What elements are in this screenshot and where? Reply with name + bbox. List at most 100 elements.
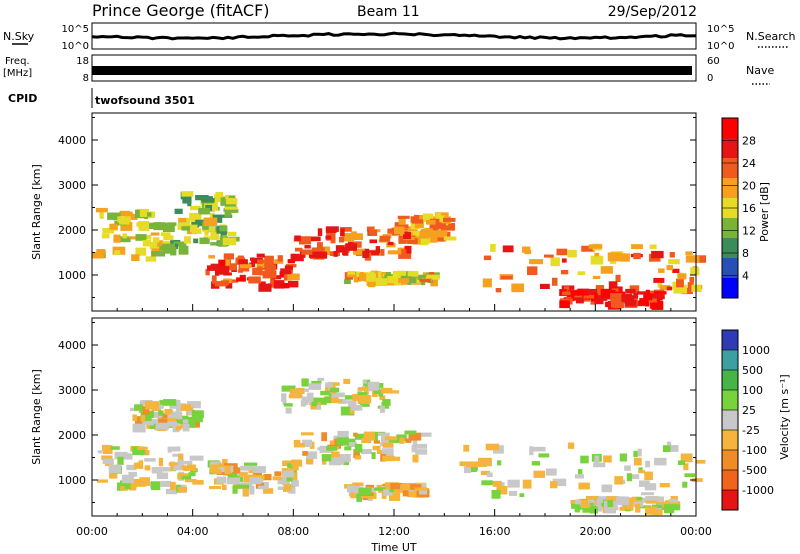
data-cell bbox=[330, 236, 336, 244]
data-cell bbox=[293, 439, 301, 445]
data-cell bbox=[577, 271, 586, 276]
data-cell bbox=[264, 264, 276, 272]
data-cell bbox=[336, 437, 349, 446]
x-tick-label: 16:00 bbox=[479, 525, 511, 538]
data-cell bbox=[346, 485, 355, 493]
data-cell bbox=[434, 212, 449, 217]
data-cell bbox=[358, 387, 369, 391]
data-cell bbox=[417, 274, 426, 280]
data-cell bbox=[300, 399, 307, 407]
data-cell bbox=[373, 440, 380, 444]
data-cell bbox=[358, 487, 372, 496]
data-cell bbox=[186, 401, 201, 409]
data-cell bbox=[575, 296, 584, 304]
data-cell bbox=[201, 198, 215, 203]
data-cell bbox=[306, 451, 318, 460]
data-cell bbox=[224, 203, 237, 210]
data-cell bbox=[437, 230, 448, 234]
data-cell bbox=[593, 462, 606, 468]
data-cell bbox=[102, 227, 115, 234]
data-cell bbox=[651, 506, 663, 516]
data-cell bbox=[619, 453, 627, 462]
data-cell bbox=[182, 419, 189, 424]
data-cell bbox=[385, 271, 392, 277]
data-cell bbox=[624, 465, 631, 471]
data-cell bbox=[152, 237, 160, 243]
data-cell bbox=[409, 278, 417, 282]
data-cell bbox=[681, 287, 693, 295]
data-cell bbox=[244, 462, 258, 466]
data-cell bbox=[592, 275, 601, 280]
colorbar-tick-label: 100 bbox=[742, 384, 763, 397]
x-tick-label: 12:00 bbox=[378, 525, 410, 538]
data-cell bbox=[490, 244, 496, 252]
data-cell bbox=[578, 482, 590, 490]
data-cell bbox=[596, 291, 602, 299]
data-cell bbox=[181, 191, 194, 197]
nsky-label: N.Sky bbox=[3, 30, 35, 43]
data-cell bbox=[420, 238, 429, 246]
data-cell bbox=[356, 493, 363, 502]
data-cell bbox=[229, 279, 239, 283]
data-cell bbox=[323, 396, 332, 404]
data-cell bbox=[175, 425, 182, 431]
data-cell bbox=[388, 439, 402, 444]
data-cell bbox=[181, 226, 194, 231]
data-cell bbox=[212, 214, 223, 223]
data-cell bbox=[177, 459, 184, 468]
data-cell bbox=[301, 378, 309, 387]
data-cell bbox=[149, 211, 156, 218]
data-cell bbox=[647, 298, 657, 303]
data-cell bbox=[160, 413, 168, 422]
colorbar-swatch bbox=[722, 350, 738, 371]
data-cell bbox=[281, 476, 290, 486]
data-cell bbox=[165, 423, 180, 427]
data-cell bbox=[119, 210, 130, 217]
data-cell bbox=[346, 442, 357, 448]
data-cell bbox=[550, 257, 560, 267]
data-cell bbox=[354, 455, 362, 460]
data-cell bbox=[496, 486, 508, 495]
data-cell bbox=[577, 469, 583, 475]
y-tick-label: 1000 bbox=[58, 269, 86, 282]
data-cell bbox=[147, 212, 152, 217]
data-cell bbox=[354, 433, 366, 440]
data-cell bbox=[122, 233, 128, 239]
data-cell bbox=[184, 479, 197, 483]
data-cell bbox=[183, 416, 195, 424]
data-cell bbox=[608, 281, 618, 290]
data-cell bbox=[369, 239, 378, 244]
data-cell bbox=[590, 255, 604, 265]
cpid-label: CPID bbox=[8, 92, 37, 105]
data-cell bbox=[115, 250, 121, 255]
data-cell bbox=[340, 228, 345, 237]
data-cell bbox=[683, 463, 689, 471]
data-cell bbox=[274, 259, 284, 264]
data-cell bbox=[466, 461, 480, 468]
data-cell bbox=[511, 283, 525, 293]
data-cell bbox=[382, 399, 391, 406]
data-cell bbox=[636, 291, 650, 295]
data-cell bbox=[139, 416, 152, 422]
colorbar-tick-label: 8 bbox=[742, 247, 749, 260]
data-cell bbox=[337, 430, 349, 439]
data-cell bbox=[218, 259, 231, 267]
data-cell bbox=[404, 245, 412, 254]
data-cell bbox=[224, 465, 231, 475]
data-cell bbox=[383, 489, 393, 496]
data-cell bbox=[380, 249, 385, 256]
data-cell bbox=[625, 288, 636, 294]
data-cell bbox=[139, 209, 150, 217]
power-axes: 1000 2000 3000 4000 bbox=[58, 117, 697, 311]
data-cell bbox=[596, 503, 602, 507]
data-cell bbox=[346, 273, 357, 278]
data-cell bbox=[133, 462, 143, 469]
data-cell bbox=[239, 472, 248, 477]
data-cell bbox=[394, 222, 403, 230]
data-cell bbox=[132, 446, 145, 456]
data-cell bbox=[178, 218, 187, 223]
data-cell bbox=[607, 499, 614, 508]
data-cell bbox=[480, 470, 491, 476]
x-tick-label: 08:00 bbox=[277, 525, 309, 538]
data-cell bbox=[329, 398, 343, 403]
